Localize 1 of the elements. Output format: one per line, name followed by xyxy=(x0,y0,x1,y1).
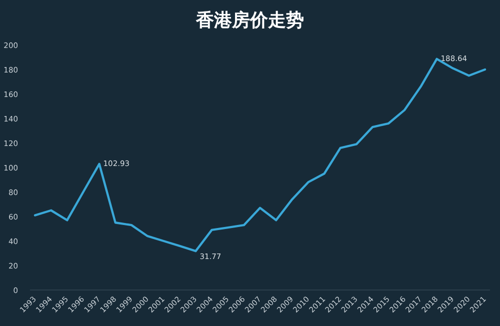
chart-title: 香港房价走势 xyxy=(195,10,304,31)
